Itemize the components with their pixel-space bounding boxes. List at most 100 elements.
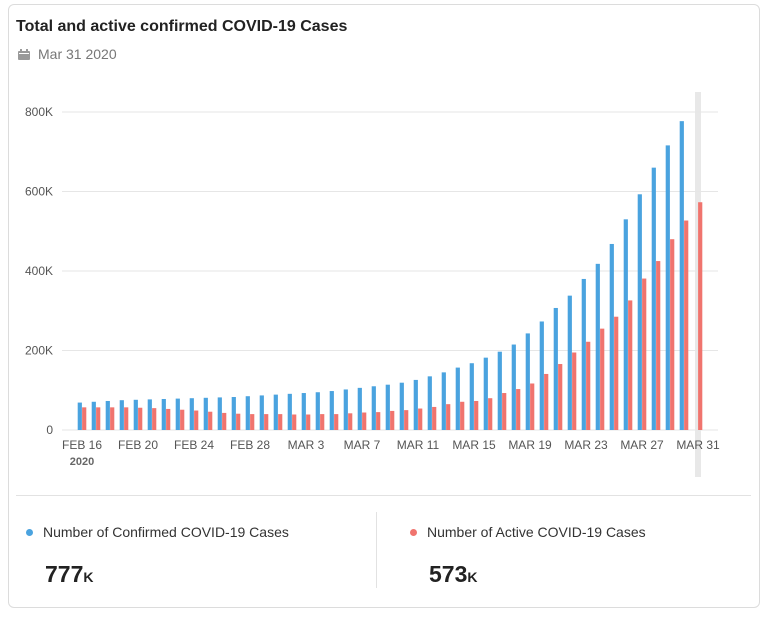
- bar-active: [180, 409, 185, 430]
- chart-card: [8, 4, 760, 608]
- bar-active: [614, 316, 619, 430]
- bar-active: [432, 406, 437, 430]
- bar-confirmed: [609, 243, 614, 430]
- bar-active: [446, 404, 451, 430]
- bar-confirmed: [399, 382, 404, 430]
- bar-confirmed: [273, 394, 278, 430]
- bar-confirmed: [77, 402, 82, 430]
- bar-active: [572, 352, 577, 430]
- bar-confirmed: [343, 389, 348, 430]
- bar-active: [320, 414, 325, 430]
- x-year-label: 2020: [70, 456, 94, 468]
- bar-active: [278, 414, 283, 430]
- active-total-unit: K: [467, 569, 478, 585]
- bar-active: [348, 413, 353, 430]
- bar-active: [222, 412, 227, 430]
- bar-active: [642, 278, 647, 430]
- legend-confirmed-label: Number of Confirmed COVID-19 Cases: [43, 524, 289, 540]
- bar-confirmed: [189, 398, 194, 430]
- legend-active[interactable]: Number of Active COVID-19 Cases: [410, 524, 646, 540]
- bar-active: [544, 373, 549, 430]
- bar-active: [600, 328, 605, 430]
- bar-active: [362, 412, 367, 430]
- bar-active: [460, 401, 465, 430]
- x-tick-label: FEB 24: [174, 438, 214, 452]
- x-tick-label: MAR 31: [676, 438, 720, 452]
- bar-active: [194, 410, 199, 430]
- bar-active: [152, 408, 157, 430]
- bar-confirmed: [301, 393, 306, 430]
- bar-confirmed: [133, 399, 138, 430]
- bar-confirmed: [539, 321, 544, 430]
- bar-active: [82, 407, 87, 430]
- bar-confirmed: [371, 386, 376, 430]
- bar-confirmed: [525, 333, 530, 430]
- y-tick-label: 0: [46, 423, 53, 437]
- bar-active: [530, 383, 535, 430]
- bar-confirmed: [231, 397, 236, 430]
- bar-confirmed: [203, 397, 208, 430]
- bar-confirmed: [287, 393, 292, 430]
- bar-active: [684, 220, 689, 430]
- bar-confirmed: [357, 387, 362, 430]
- active-total-value: 573: [429, 561, 468, 587]
- bar-confirmed: [483, 357, 488, 430]
- bar-confirmed: [427, 376, 432, 430]
- bar-active: [250, 414, 255, 430]
- bar-confirmed: [91, 401, 96, 430]
- x-tick-label: MAR 27: [620, 438, 664, 452]
- bar-active: [488, 398, 493, 430]
- bar-active: [334, 414, 339, 430]
- bar-confirmed: [665, 145, 670, 430]
- bar-confirmed: [259, 395, 264, 430]
- bar-confirmed: [413, 379, 418, 430]
- bar-confirmed: [581, 278, 586, 430]
- x-tick-label: MAR 11: [397, 438, 440, 452]
- divider-horizontal: [16, 495, 751, 496]
- confirmed-total-unit: K: [83, 569, 94, 585]
- bar-confirmed: [329, 391, 334, 430]
- y-tick-label: 600K: [25, 185, 53, 199]
- bar-confirmed: [455, 367, 460, 430]
- bar-active: [670, 239, 675, 430]
- bar-active: [376, 412, 381, 430]
- bar-confirmed: [147, 399, 152, 430]
- bar-active: [208, 411, 213, 430]
- bar-confirmed: [217, 397, 222, 430]
- legend-dot-active: [410, 528, 417, 536]
- bar-confirmed: [679, 121, 684, 430]
- bar-confirmed: [553, 307, 558, 430]
- x-tick-label: FEB 16: [62, 438, 102, 452]
- x-tick-label: MAR 7: [344, 438, 381, 452]
- hover-band: [695, 92, 701, 477]
- bar-active: [698, 202, 703, 430]
- bar-confirmed: [161, 398, 166, 430]
- bar-confirmed: [315, 392, 320, 430]
- bar-active: [474, 400, 479, 430]
- x-tick-label: MAR 23: [564, 438, 608, 452]
- bar-active: [586, 341, 591, 430]
- bar-active: [96, 407, 101, 430]
- bar-chart: 0 200K 400K 600K 800K FEB 16 FEB 20 FEB 24 FEB 2…: [25, 92, 720, 477]
- bar-confirmed: [595, 263, 600, 430]
- confirmed-total-value: 777: [45, 561, 84, 587]
- bar-confirmed: [245, 396, 250, 430]
- bar-active: [502, 393, 507, 430]
- bar-confirmed: [469, 363, 474, 430]
- bar-confirmed: [497, 351, 502, 430]
- bar-active: [124, 407, 129, 430]
- chart-date: Mar 31 2020: [38, 46, 117, 62]
- bar-active: [236, 413, 241, 430]
- y-tick-label: 400K: [25, 264, 53, 278]
- bar-confirmed: [175, 398, 180, 430]
- bar-confirmed: [567, 295, 572, 430]
- legend-confirmed[interactable]: Number of Confirmed COVID-19 Cases: [26, 524, 289, 540]
- divider-vertical: [376, 512, 377, 588]
- x-tick-label: FEB 20: [118, 438, 158, 452]
- bar-active: [292, 414, 297, 430]
- bar-active: [166, 408, 171, 430]
- bar-active: [390, 410, 395, 430]
- bar-confirmed: [637, 194, 642, 430]
- bar-confirmed: [441, 372, 446, 430]
- date-row: Mar 31 2020: [18, 46, 117, 62]
